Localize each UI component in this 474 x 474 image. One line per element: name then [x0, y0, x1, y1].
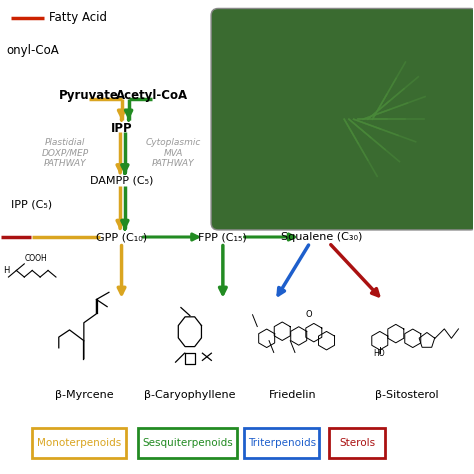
- Text: Acetyl-CoA: Acetyl-CoA: [116, 89, 188, 102]
- Text: Friedelin: Friedelin: [269, 390, 317, 400]
- Text: H: H: [3, 266, 9, 275]
- Text: β-Sitosterol: β-Sitosterol: [375, 390, 438, 400]
- FancyBboxPatch shape: [211, 9, 474, 230]
- Text: Sterols: Sterols: [339, 438, 375, 448]
- Text: Cytoplasmic
MVA
PATHWAY: Cytoplasmic MVA PATHWAY: [146, 138, 201, 168]
- Text: FPP (C₁₅): FPP (C₁₅): [199, 232, 247, 242]
- Text: Plastidial
DOXP/MEP
PATHWAY: Plastidial DOXP/MEP PATHWAY: [41, 138, 89, 168]
- Text: Triterpenoids: Triterpenoids: [248, 438, 316, 448]
- Text: O: O: [306, 310, 312, 319]
- Text: IPP (C₅): IPP (C₅): [11, 200, 53, 210]
- Text: β-Myrcene: β-Myrcene: [55, 390, 113, 400]
- Text: COOH: COOH: [24, 254, 47, 263]
- Text: β-Caryophyllene: β-Caryophyllene: [144, 390, 236, 400]
- Text: DAMPP (C₅): DAMPP (C₅): [90, 175, 153, 185]
- Text: Fatty Acid: Fatty Acid: [49, 11, 108, 24]
- Text: Sesquiterpenoids: Sesquiterpenoids: [142, 438, 233, 448]
- Text: HO: HO: [374, 349, 385, 358]
- Text: Monoterpenoids: Monoterpenoids: [37, 438, 121, 448]
- Text: IPP: IPP: [111, 122, 132, 135]
- Text: onyl-CoA: onyl-CoA: [6, 45, 59, 57]
- Text: GPP (C₁₀): GPP (C₁₀): [96, 232, 147, 242]
- Text: Squalene (C₃₀): Squalene (C₃₀): [281, 232, 363, 242]
- Text: Pyruvate: Pyruvate: [59, 89, 118, 102]
